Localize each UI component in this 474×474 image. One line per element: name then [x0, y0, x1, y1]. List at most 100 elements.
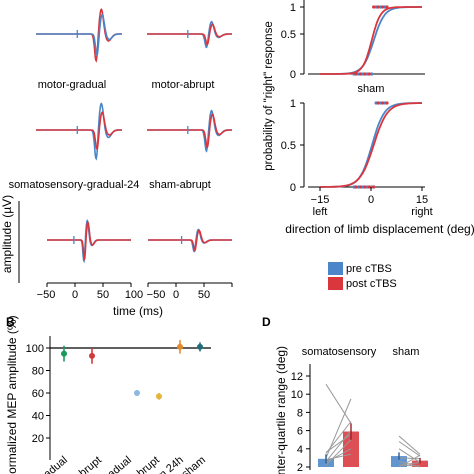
panel-label-b: B: [6, 315, 15, 329]
iqr-panel: D somatosensory sham 2 4 6 8 10 12 inter-quar…: [262, 315, 428, 474]
subject-line: [325, 439, 352, 466]
mep-norm-tick-label: 60: [32, 388, 44, 400]
response-dot: [372, 5, 376, 9]
response-dot: [372, 185, 376, 189]
response-dot: [363, 72, 367, 76]
subject-line: [325, 453, 352, 461]
mep-trace-sham-abrupt: [147, 109, 232, 153]
response-dot: [385, 101, 389, 105]
mep-trace-line: [147, 23, 232, 46]
response-dot: [354, 185, 358, 189]
mep-tick-label: 100: [125, 289, 143, 301]
response-dot: [376, 101, 380, 105]
response-dot: [370, 72, 374, 76]
mep-title-motor-gradual: motor-gradual: [38, 79, 106, 91]
legend-label-pre: pre cTBS: [346, 263, 392, 275]
mep-tick-label: −50: [37, 289, 56, 301]
mep-norm-y-axis-label: normalized MEP amplitude (%): [5, 315, 19, 474]
legend-label-post: post cTBS: [346, 278, 397, 290]
mep-norm-point: [61, 350, 67, 357]
mep-norm-category-label: abrupt: [72, 454, 104, 474]
mep-title-sham-abrupt: sham-abrupt: [149, 179, 211, 191]
subject-line: [398, 441, 421, 457]
subject-line: [398, 435, 421, 455]
psy-tick-label: 0: [368, 194, 374, 206]
mep-x-axis-label: time (ms): [113, 304, 163, 318]
psy-tick-label: 1: [290, 2, 296, 14]
psy-tick-sublabel: right: [411, 206, 432, 218]
mep-tick-label: 50: [198, 289, 210, 301]
psy-tick-label: 0: [290, 69, 296, 81]
iqr-bar: [412, 460, 428, 467]
mep-norm-point: [156, 393, 162, 400]
psy-tick-label: 15: [416, 194, 428, 206]
mep-trace-axes-right: [148, 228, 232, 253]
mep-trace-axes-left: [47, 219, 131, 264]
legend-swatch-pre: [328, 262, 343, 275]
mep-norm-y-ticks: 20 40 60 80 100: [26, 343, 50, 445]
iqr-y-axis-label: inter-quartile range (deg): [274, 346, 288, 474]
iqr-tick-label: 2: [297, 462, 303, 474]
subject-line: [325, 421, 352, 454]
mep-norm-tick-label: 80: [32, 366, 44, 378]
subject-line: [325, 448, 352, 463]
psy-tick-sublabel: left: [313, 206, 328, 218]
psychometric-curve: [320, 6, 422, 75]
mep-norm-tick-label: 40: [32, 411, 44, 423]
mep-norm-tick-label: 20: [32, 433, 44, 445]
psy-x-axis-label: direction of limb displacement (deg): [285, 222, 474, 236]
subject-line: [398, 461, 421, 466]
mep-norm-tick-label: 100: [26, 343, 44, 355]
response-dot: [376, 5, 380, 9]
response-dot: [385, 5, 389, 9]
normalized-mep-panel: B 20 40 60 80 100 gradual abruptgradualabrupt…: [5, 315, 211, 474]
iqr-tick-label: 10: [291, 389, 303, 401]
mep-trace-line: [36, 13, 122, 57]
response-dot: [367, 185, 371, 189]
response-dot: [363, 185, 367, 189]
iqr-tick-label: 4: [297, 444, 303, 456]
mep-trace-motor-gradual: [36, 8, 122, 63]
psy-tick-label: −15: [311, 194, 330, 206]
psy-sham-title: sham: [358, 83, 385, 95]
mep-y-axis-label: amplitude (µV): [0, 195, 14, 273]
subject-line: [325, 430, 352, 462]
mep-tick-label: −50: [147, 289, 166, 301]
iqr-bar: [391, 456, 407, 467]
mep-norm-point: [177, 343, 183, 350]
psy-tick-label: 0.5: [281, 29, 296, 41]
psychometric-curve: [320, 102, 422, 188]
psychometric-curve: [320, 102, 422, 188]
mep-tick-label: 0: [173, 289, 179, 301]
subject-line: [325, 383, 352, 424]
mep-title-somatosensory-gradual-24: somatosensory-gradual-24: [9, 179, 140, 191]
mep-x-ticks: −50 0 50 100 −50 0 50: [37, 283, 233, 301]
response-dot: [381, 101, 385, 105]
iqr-group-somatosensory: somatosensory: [302, 346, 377, 358]
psy-tick-label: 1: [290, 98, 296, 110]
legend-swatch-post: [328, 277, 343, 290]
subject-line: [325, 433, 352, 453]
response-dot: [381, 5, 385, 9]
iqr-tick-label: 12: [291, 371, 303, 383]
mep-title-motor-abrupt: motor-abrupt: [152, 79, 215, 91]
mep-trace-line: [36, 8, 122, 63]
mep-tick-label: 0: [72, 289, 78, 301]
iqr-y-ticks: 2 4 6 8 10 12: [291, 371, 310, 474]
mep-norm-point: [89, 352, 95, 359]
panel-label-d: D: [262, 315, 271, 329]
iqr-bars: [318, 383, 428, 468]
iqr-group-sham: sham: [393, 346, 420, 358]
subject-line: [398, 448, 421, 463]
psy-curves-bottom: [320, 101, 422, 189]
psy-curves-top: [320, 5, 422, 76]
mep-trace-somatosensory-gradual-24: [36, 102, 122, 161]
iqr-tick-label: 6: [297, 426, 303, 438]
mep-trace-motor-abrupt: [147, 20, 232, 49]
iqr-tick-label: 8: [297, 407, 303, 419]
mep-norm-point: [134, 390, 140, 396]
psy-tick-label: 0.5: [281, 140, 296, 152]
mep-trace-line: [147, 109, 232, 153]
